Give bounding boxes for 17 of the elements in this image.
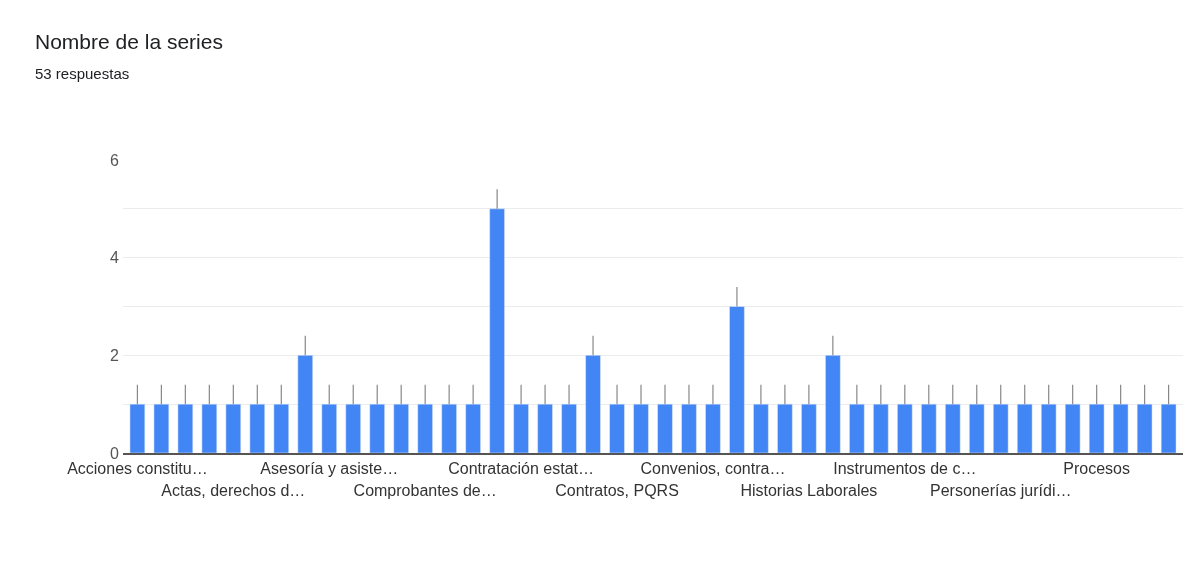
x-tick-label: Personerías jurídi…: [930, 482, 1072, 499]
chart-subtitle: 53 respuestas: [35, 65, 130, 82]
x-tick-label: Contratos, PQRS: [555, 482, 679, 499]
y-tick-label: 6: [109, 151, 119, 169]
x-tick-label: Comprobantes de…: [353, 482, 497, 499]
chart-title: Nombre de la series: [35, 30, 223, 53]
x-tick-label: Actas, derechos d…: [161, 482, 306, 499]
x-tick-label: Contratación estat…: [448, 460, 595, 478]
x-tick-label: Historias Laborales: [740, 482, 878, 499]
y-tick-label: 2: [109, 346, 119, 364]
x-tick-label: Convenios, contra…: [640, 460, 786, 478]
x-tick-label: Acciones constitu…: [67, 460, 208, 478]
x-tick-label: Asesoría y asiste…: [260, 460, 399, 478]
x-tick-label: Instrumentos de c…: [833, 460, 977, 478]
x-tick-label: Procesos: [1063, 460, 1131, 478]
y-tick-label: 0: [109, 444, 119, 462]
y-tick-label: 4: [109, 249, 119, 267]
